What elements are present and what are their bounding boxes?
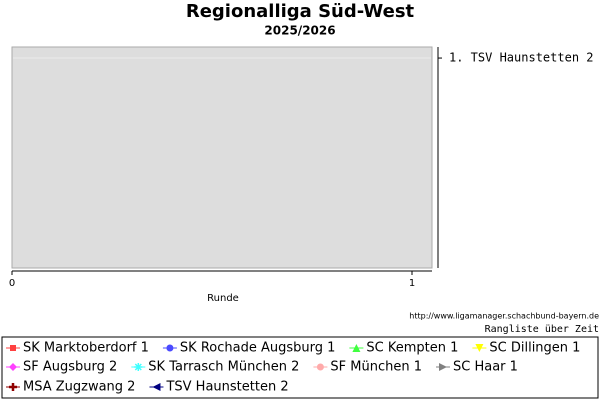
- chart-title: Regionalliga Süd-West: [186, 1, 415, 22]
- legend-marker: [9, 363, 17, 371]
- legend-marker: [352, 344, 361, 352]
- legend-label: TSV Haunstetten 2: [165, 380, 288, 395]
- legend-marker: [475, 344, 484, 352]
- legend-marker: [9, 383, 17, 391]
- legend-label: SK Rochade Augsburg 1: [180, 341, 335, 356]
- legend-marker: [316, 363, 324, 371]
- x-tick-label: 1: [409, 278, 415, 289]
- x-tick-label: 0: [9, 278, 15, 289]
- source: http://www.ligamanager.schachbund-bayern…: [409, 312, 599, 321]
- legend-marker: [166, 344, 174, 352]
- legend-label: SF Augsburg 2: [23, 360, 117, 375]
- x-axis-label: Runde: [207, 293, 239, 304]
- legend-label: SF München 1: [330, 360, 422, 375]
- legend-marker: [134, 363, 143, 371]
- legend-marker: [152, 383, 161, 391]
- legend-label: SK Marktoberdorf 1: [23, 341, 149, 356]
- y-tick-label: 1. TSV Haunstetten 2: [449, 51, 594, 65]
- plot-area: [11, 46, 433, 269]
- legend-marker: [10, 345, 16, 351]
- legend-label: MSA Zugzwang 2: [23, 380, 135, 395]
- legend-marker: [439, 363, 447, 371]
- chart-subtitle: 2025/2026: [264, 24, 335, 38]
- legend-label: SC Dillingen 1: [489, 341, 580, 356]
- legend-label: SC Kempten 1: [366, 341, 458, 356]
- legend: [1, 336, 599, 399]
- legend-label: SK Tarrasch München 2: [148, 360, 299, 375]
- caption: Rangliste über Zeit: [485, 324, 599, 335]
- legend-label: SC Haar 1: [453, 360, 518, 375]
